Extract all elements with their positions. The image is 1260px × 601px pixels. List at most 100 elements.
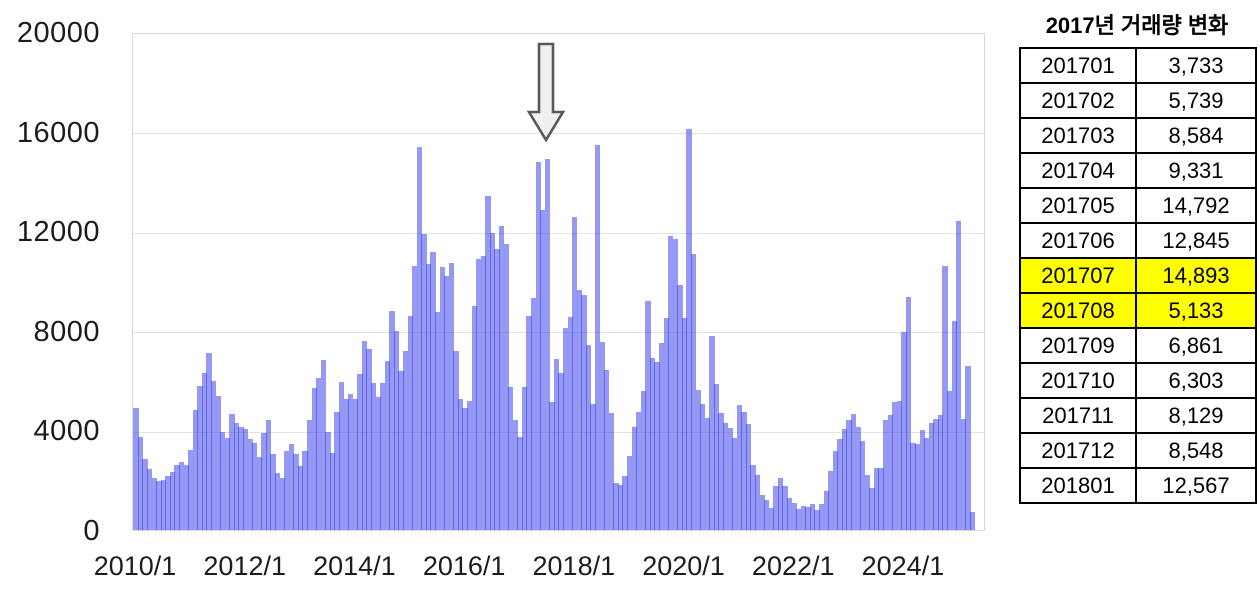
- bar-2010/03: [142, 459, 148, 530]
- bar-2023/05: [864, 474, 870, 530]
- bar-2023/03: [855, 427, 861, 530]
- bar-2024/07: [928, 423, 934, 530]
- bar-2017/01: [517, 437, 523, 530]
- bar-2022/04: [805, 506, 811, 530]
- month-cell: 201712: [1019, 432, 1137, 469]
- bar-2013/03: [307, 420, 313, 530]
- table-title: 2017년 거래량 변화: [1045, 13, 1229, 38]
- x-tick-label-2022-1: 2022/1: [751, 551, 835, 581]
- bar-2011/01: [188, 450, 194, 530]
- y-tick-label-0: 0: [83, 515, 100, 547]
- bar-2013/04: [311, 388, 317, 530]
- bar-2013/02: [302, 450, 308, 530]
- bar-2012/01: [243, 429, 249, 530]
- bar-2023/10: [887, 415, 893, 530]
- bar-2015/07: [435, 312, 441, 530]
- y-tick-label-20000: 20000: [16, 17, 100, 49]
- volume-cell: 9,331: [1135, 152, 1257, 189]
- bar-2023/06: [869, 488, 875, 530]
- bar-2012/04: [256, 456, 263, 530]
- bar-2014/12: [403, 350, 409, 530]
- bar-2016/11: [508, 386, 514, 530]
- table-row-201711: 201711 8,129: [1019, 397, 1257, 434]
- bar-2015/11: [453, 351, 459, 530]
- bar-2010/11: [179, 461, 185, 530]
- bar-2024/06: [924, 437, 930, 530]
- bar-2018/03: [581, 295, 587, 530]
- bar-2013/01: [297, 465, 304, 530]
- bar-2016/08: [494, 248, 500, 530]
- bar-2013/06: [320, 359, 327, 530]
- down-arrow-annotation-icon: [527, 42, 565, 143]
- bar-2018/11: [617, 484, 624, 530]
- bar-2011/07: [215, 395, 221, 530]
- bar-2021/01: [736, 405, 743, 530]
- bar-2014/05: [371, 383, 377, 530]
- bar-2014/03: [361, 340, 368, 530]
- bar-2017/06: [540, 210, 546, 530]
- bar-2022/03: [800, 506, 806, 530]
- bar-2010/08: [165, 476, 171, 530]
- bar-2020/05: [700, 403, 706, 530]
- bar-2011/05: [206, 353, 212, 530]
- bar-2012/06: [265, 420, 272, 530]
- bar-2015/12: [457, 398, 464, 530]
- volume-cell: 8,129: [1135, 397, 1257, 434]
- bar-2019/08: [659, 343, 665, 530]
- volume-cell: 14,893: [1135, 257, 1257, 294]
- bar-2024/03: [910, 442, 916, 530]
- volume-cell: 12,845: [1135, 222, 1257, 259]
- month-cell: 201703: [1019, 117, 1137, 154]
- gridline-12000: [133, 232, 984, 234]
- bar-2024/04: [914, 444, 921, 530]
- bar-2015/02: [412, 266, 418, 530]
- bar-2017/10: [558, 373, 564, 530]
- bar-2023/12: [896, 400, 902, 530]
- bar-2013/10: [339, 381, 345, 530]
- bar-2024/08: [933, 419, 939, 530]
- bar-2011/12: [238, 426, 244, 530]
- bar-2018/09: [608, 413, 615, 530]
- bar-2011/06: [211, 380, 217, 530]
- bar-2023/07: [873, 468, 880, 530]
- bar-2018/10: [613, 483, 619, 530]
- month-cell: 201708: [1019, 292, 1137, 329]
- bar-2025/02: [960, 419, 966, 530]
- bar-2017/03: [526, 316, 532, 530]
- bar-2019/07: [654, 361, 660, 530]
- bar-2014/07: [380, 383, 386, 530]
- bar-2014/11: [398, 370, 404, 530]
- volume-cell: 6,303: [1135, 362, 1257, 399]
- bar-2012/05: [261, 432, 267, 530]
- bar-2010/05: [151, 477, 157, 530]
- month-cell: 201705: [1019, 187, 1137, 224]
- bar-2014/09: [389, 310, 395, 530]
- month-cell: 201702: [1019, 82, 1137, 119]
- bar-2022/01: [791, 502, 797, 530]
- bar-2010/10: [174, 465, 180, 530]
- bar-2020/04: [695, 389, 701, 530]
- bar-2022/07: [819, 503, 825, 530]
- bar-2013/11: [343, 399, 349, 530]
- y-tick-label-12000: 12000: [16, 216, 100, 249]
- bar-2014/01: [352, 399, 359, 530]
- bar-2025/04: [969, 511, 976, 530]
- bar-2020/08: [713, 383, 720, 530]
- bar-2015/08: [439, 266, 445, 530]
- bar-2021/02: [741, 412, 747, 530]
- bar-2020/02: [686, 129, 692, 530]
- bar-2016/07: [489, 232, 496, 530]
- table-row-201801: 201801 12,567: [1019, 467, 1257, 504]
- bar-2020/01: [681, 318, 688, 530]
- bar-2015/01: [407, 315, 413, 530]
- bar-2010/01: [133, 408, 139, 530]
- bar-2023/09: [882, 420, 889, 530]
- table-row-201702: 201702 5,739: [1019, 82, 1257, 119]
- bar-2016/01: [462, 407, 468, 530]
- table-row-201704: 201704 9,331: [1019, 152, 1257, 189]
- bar-2023/08: [878, 468, 884, 530]
- bar-2014/10: [393, 330, 400, 530]
- bar-2024/09: [937, 415, 944, 530]
- month-cell: 201801: [1019, 467, 1137, 504]
- month-cell: 201704: [1019, 152, 1137, 189]
